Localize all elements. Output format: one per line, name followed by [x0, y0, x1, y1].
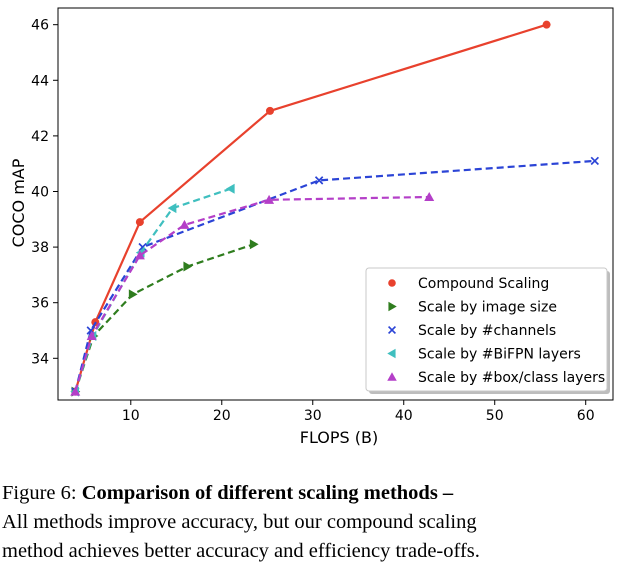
x-axis-label: FLOPS (B)	[300, 428, 379, 447]
legend-box	[365, 267, 608, 392]
data-point	[314, 176, 324, 185]
series-4	[70, 192, 435, 396]
y-tick-label: 36	[31, 296, 49, 312]
y-tick-label: 34	[31, 351, 49, 367]
data-point	[542, 20, 551, 29]
data-point	[134, 250, 145, 260]
data-point	[128, 289, 138, 300]
y-tick-label: 42	[31, 129, 49, 145]
axes: 10 20 30 40 50 60 34 36 38 40 42 44 46	[31, 7, 614, 424]
caption-line-2: All methods improve accuracy, but our co…	[2, 511, 477, 533]
data-point	[264, 194, 275, 204]
data-point	[265, 106, 274, 115]
legend-label: Scale by #box/class layers	[418, 370, 605, 386]
caption-line-1: Figure 6: Comparison of different scalin…	[2, 479, 630, 508]
caption-title: Comparison of different scaling methods …	[81, 482, 454, 504]
data-point	[86, 331, 97, 341]
legend-marker	[387, 372, 397, 381]
caption-line-3: method achieves better accuracy and effi…	[2, 540, 480, 562]
caption-figure-number: Figure 6:	[2, 482, 82, 504]
x-tick-label: 30	[304, 408, 322, 424]
data-point	[167, 203, 177, 214]
figure-caption: Figure 6: Comparison of different scalin…	[2, 479, 630, 566]
x-tick-label: 60	[577, 408, 595, 424]
legend-label: Compound Scaling	[418, 276, 549, 292]
x-tick-label: 10	[122, 408, 140, 424]
legend-label: Scale by image size	[418, 300, 557, 316]
data-point	[183, 261, 193, 272]
data-point	[70, 386, 81, 396]
x-tick-label: 50	[486, 408, 504, 424]
series-line	[74, 195, 430, 393]
x-tick-label: 20	[213, 408, 231, 424]
x-tick-label: 40	[395, 408, 413, 424]
legend-marker	[387, 325, 397, 335]
y-axis-label: COCO mAP	[9, 158, 28, 247]
legend: Compound Scaling Scale by image size Scale…	[365, 267, 610, 394]
legend-label: Scale by #BiFPN layers	[418, 347, 581, 363]
data-point	[179, 219, 190, 229]
data-point	[138, 242, 147, 252]
series-line	[74, 159, 595, 392]
legend-marker	[388, 279, 396, 287]
legend-marker	[387, 348, 396, 359]
data-point	[225, 183, 235, 194]
data-point	[135, 218, 144, 227]
y-tick-label: 40	[31, 184, 49, 200]
data-point	[590, 156, 600, 166]
plot-area	[70, 20, 600, 397]
series-line	[74, 187, 232, 393]
legend-label: Scale by #channels	[418, 323, 556, 339]
y-tick-label: 44	[31, 73, 49, 89]
series-3	[70, 183, 235, 397]
plot-frame	[57, 7, 614, 401]
chart-figure: 10 20 30 40 50 60 34 36 38 40 42 44 46 Compound Scal…	[9, 7, 614, 447]
data-point	[249, 239, 259, 250]
legend-marker	[388, 301, 397, 312]
y-tick-label: 46	[31, 18, 49, 34]
y-tick-label: 38	[31, 240, 49, 256]
data-point	[424, 192, 435, 202]
